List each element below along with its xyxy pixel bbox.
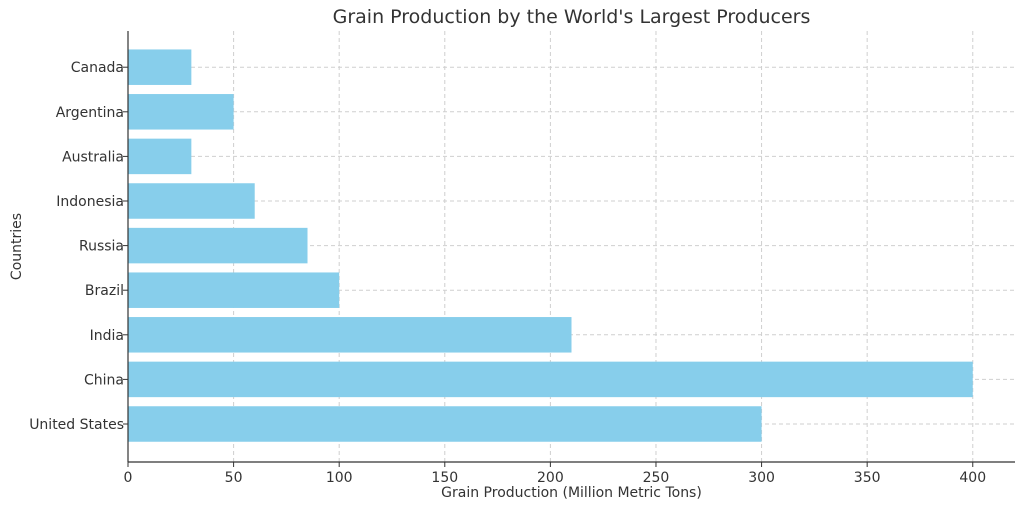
bar	[128, 183, 255, 219]
x-tick-label: 0	[124, 470, 133, 486]
chart-title: Grain Production by the World's Largest …	[333, 6, 811, 28]
x-tick-label: 50	[225, 470, 243, 486]
bar	[128, 406, 762, 442]
y-tick-label: Russia	[79, 239, 124, 255]
y-tick-label: Argentina	[56, 105, 124, 121]
y-tick-label: Australia	[62, 149, 124, 165]
bar	[128, 138, 192, 175]
bar	[128, 94, 234, 130]
x-axis-label: Grain Production (Million Metric Tons)	[441, 485, 702, 501]
x-tick-label: 150	[431, 470, 458, 486]
y-tick-label: India	[90, 328, 124, 344]
y-tick-label: Brazil	[85, 283, 124, 299]
bar	[128, 272, 340, 308]
y-tick-label: United States	[29, 417, 124, 433]
y-axis-label: Countries	[9, 213, 25, 280]
y-tick-layer: United States China India Brazil Russia Indon…	[29, 60, 128, 433]
x-tick-label: 350	[854, 470, 881, 486]
x-tick-layer: 0 50 100 150 200 250 300 350 400	[124, 462, 986, 486]
y-tick-label: Indonesia	[56, 194, 124, 210]
x-tick-label: 200	[537, 470, 564, 486]
bar	[128, 49, 192, 85]
bar	[128, 227, 308, 264]
x-tick-label: 100	[326, 470, 353, 486]
y-tick-label: Canada	[71, 60, 124, 76]
x-tick-label: 400	[959, 470, 986, 486]
y-tick-label: China	[84, 372, 124, 388]
x-tick-label: 300	[748, 470, 775, 486]
x-tick-label: 250	[643, 470, 670, 486]
bar	[128, 317, 572, 353]
bar-layer	[128, 49, 973, 442]
bar	[128, 361, 973, 398]
